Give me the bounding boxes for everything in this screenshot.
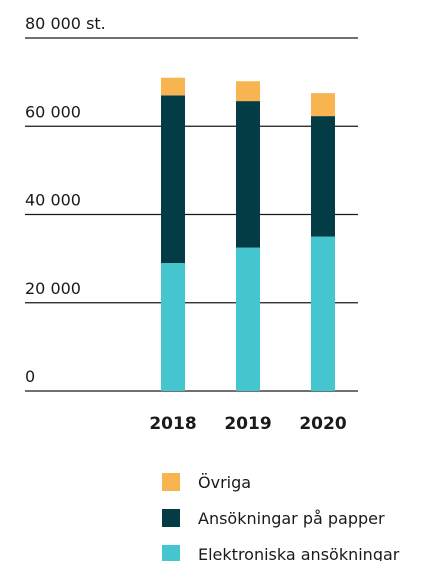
y-tick-label: 80 000 st. <box>25 14 106 33</box>
y-tick-label: 0 <box>25 367 35 386</box>
bar-segment <box>236 101 260 248</box>
bar-segment <box>311 93 335 117</box>
bar-segment <box>311 236 335 391</box>
x-tick-label: 2018 <box>149 414 196 434</box>
bar-segment <box>161 95 185 264</box>
bar-segment <box>236 247 260 391</box>
legend-label: Övriga <box>198 473 251 492</box>
legend-label: Ansökningar på papper <box>198 509 385 528</box>
bar-segment <box>311 116 335 237</box>
legend-label: Elektroniska ansökningar <box>198 545 400 561</box>
legend-swatch <box>162 509 180 527</box>
y-tick-label: 40 000 <box>25 191 81 210</box>
legend-swatch <box>162 473 180 491</box>
x-tick-label: 2020 <box>299 414 346 434</box>
y-tick-label: 20 000 <box>25 279 81 298</box>
y-tick-label: 60 000 <box>25 102 81 121</box>
x-tick-label: 2019 <box>224 414 271 434</box>
legend-swatch <box>162 545 180 561</box>
bar-segment <box>161 263 185 391</box>
bar-segment <box>161 77 185 96</box>
bar-segment <box>236 81 260 102</box>
